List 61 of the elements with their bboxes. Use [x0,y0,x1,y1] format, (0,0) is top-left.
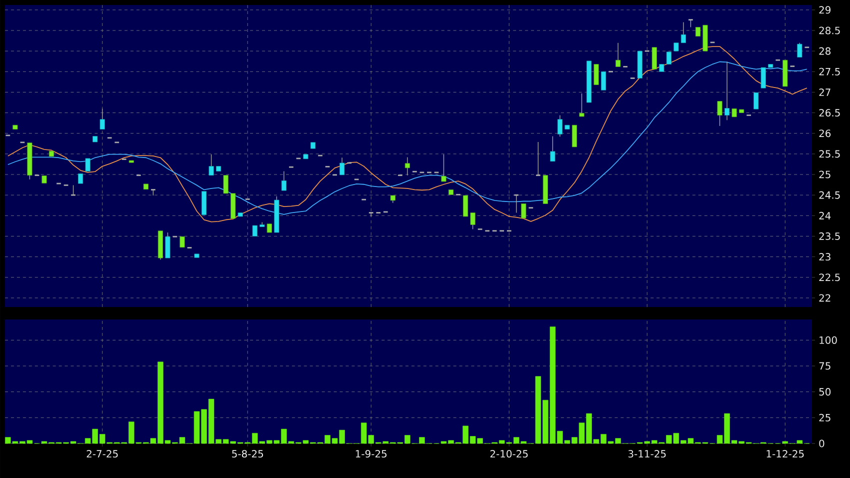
candlestick [760,67,766,88]
y-tick-label: 0 [819,440,824,448]
x-tick-label: 2-7-25 [86,450,118,458]
candlestick [404,156,410,176]
candlestick [463,195,468,217]
y-tick-label: 25 [819,170,830,178]
candlestick [78,173,84,184]
y-tick-label: 25.5 [819,150,840,158]
candlestick [724,61,730,121]
y-tick-label: 23 [819,253,830,261]
y-tick-label: 22.5 [819,274,840,282]
candlestick [557,114,562,137]
y-tick-label: 50 [819,388,831,396]
candlestick [208,154,214,176]
candlestick [666,52,672,65]
candlestick [470,212,476,230]
x-tick-label: 1-12-25 [766,450,804,458]
candlestick [535,142,542,176]
candlestick [652,47,657,70]
candlestick [521,203,526,218]
candlestick [441,154,446,182]
y-tick-label: 28 [819,47,831,55]
candlestick [180,236,185,248]
y-tick-label: 28.5 [819,26,840,34]
candlestick [579,93,584,117]
candlestick [100,108,105,130]
candlestick [202,191,207,216]
x-tick-label: 3-11-25 [628,450,666,458]
y-tick-label: 22 [819,294,830,302]
candlestick [616,42,621,68]
candlestick [572,124,578,148]
candlestick [695,26,700,37]
candlestick [223,174,228,194]
y-tick-label: 24.5 [819,191,840,199]
candlestick [85,158,90,172]
x-tick-label: 1-9-25 [356,450,386,458]
y-tick-label: 75 [819,362,830,370]
candlestick [340,157,345,176]
candlestick [252,225,258,237]
candlestick [550,136,556,162]
candlestick [70,184,76,196]
y-tick-label: 25 [819,414,830,422]
candlestick [680,22,686,44]
y-tick-label: 29 [819,6,831,14]
candlestick [165,232,170,258]
y-tick-label: 24 [819,212,831,220]
y-tick-label: 27.5 [819,68,840,76]
candlestick [594,64,599,86]
candlestick [754,92,759,110]
candlestick [717,100,722,126]
x-tick-label: 5-8-25 [232,450,264,458]
candlestick [797,42,802,58]
candlestick [513,194,520,214]
candlestick [601,71,606,90]
candlestick [281,170,286,191]
y-tick-label: 26 [819,130,831,138]
y-tick-label: 100 [820,336,837,344]
y-tick-label: 27 [819,88,830,96]
x-tick-label: 2-10-25 [490,450,528,458]
y-tick-label: 26.5 [819,109,840,117]
y-tick-label: 23.5 [819,232,840,240]
